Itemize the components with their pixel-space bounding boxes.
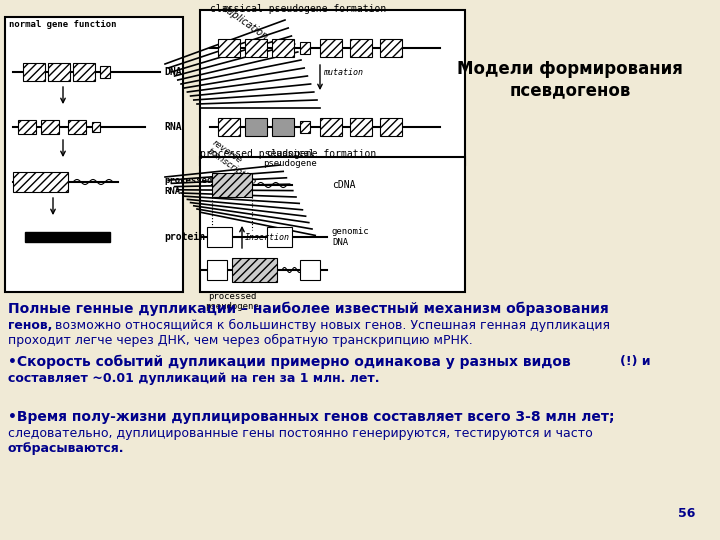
Text: возможно относящийся к большинству новых генов. Успешная генная дупликация: возможно относящийся к большинству новых…: [55, 319, 610, 332]
Text: DNA: DNA: [164, 67, 181, 77]
Text: classical pseudogene formation: classical pseudogene formation: [210, 4, 386, 14]
Text: cDNA: cDNA: [332, 180, 356, 190]
Bar: [68, 120, 86, 134]
Bar: [272, 118, 294, 136]
Bar: [200, 157, 465, 292]
Bar: [380, 118, 402, 136]
Text: следовательно, дуплицированные гены постоянно генерируются, тестируются и часто: следовательно, дуплицированные гены пост…: [8, 427, 593, 440]
Bar: [25, 232, 110, 242]
Text: генов,: генов,: [8, 319, 53, 332]
Text: 56: 56: [678, 507, 695, 520]
Text: (!) и: (!) и: [620, 355, 650, 368]
Bar: [207, 227, 232, 247]
Text: отбрасываются.: отбрасываются.: [8, 442, 125, 455]
Bar: [23, 63, 45, 81]
Bar: [218, 39, 240, 57]
Text: processed
RNA: processed RNA: [164, 176, 212, 195]
Text: duplication: duplication: [220, 3, 270, 42]
Bar: [380, 39, 402, 57]
Text: mutation: mutation: [323, 68, 363, 77]
Bar: [232, 258, 277, 282]
Bar: [212, 173, 252, 197]
Bar: [207, 260, 227, 280]
Text: normal gene function: normal gene function: [9, 20, 117, 29]
Text: genomic
DNA: genomic DNA: [332, 227, 369, 247]
Bar: [300, 260, 320, 280]
Bar: [13, 172, 68, 192]
Text: Insertion: Insertion: [245, 233, 290, 241]
Text: processed
pseudogene: processed pseudogene: [205, 292, 259, 312]
Bar: [218, 118, 240, 136]
Bar: [320, 118, 342, 136]
Bar: [41, 120, 59, 134]
Text: Модели формирования
псевдогенов: Модели формирования псевдогенов: [457, 60, 683, 99]
Text: составляет ~0.01 дупликаций на ген за 1 млн. лет.: составляет ~0.01 дупликаций на ген за 1 …: [8, 372, 379, 385]
Bar: [350, 118, 372, 136]
Text: classical
pseudogene: classical pseudogene: [263, 149, 317, 168]
Text: Полные генные дупликации – наиболее известный механизм образования: Полные генные дупликации – наиболее изве…: [8, 302, 608, 316]
Bar: [350, 39, 372, 57]
Bar: [300, 121, 310, 133]
Text: проходит легче через ДНК, чем через обратную транскрипцию мРНК.: проходит легче через ДНК, чем через обра…: [8, 334, 473, 347]
Bar: [48, 63, 70, 81]
Bar: [272, 39, 294, 57]
Bar: [267, 227, 292, 247]
Bar: [100, 66, 110, 78]
Bar: [320, 39, 342, 57]
Text: reverse
transcription: reverse transcription: [205, 138, 264, 187]
Text: •Скорость событий дупликации примерно одинакова у разных видов: •Скорость событий дупликации примерно од…: [8, 355, 571, 369]
Bar: [200, 10, 465, 165]
Bar: [18, 120, 36, 134]
Bar: [245, 39, 267, 57]
Text: •Время полу-жизни дуплицированных генов составляет всего 3-8 млн лет;: •Время полу-жизни дуплицированных генов …: [8, 410, 614, 424]
Bar: [5, 17, 183, 292]
Bar: [300, 42, 310, 54]
Text: RNA: RNA: [164, 122, 181, 132]
Bar: [73, 63, 95, 81]
Bar: [245, 118, 267, 136]
Text: processed pseudogene formation: processed pseudogene formation: [200, 149, 377, 159]
Text: protein: protein: [164, 232, 205, 242]
Bar: [92, 122, 100, 132]
